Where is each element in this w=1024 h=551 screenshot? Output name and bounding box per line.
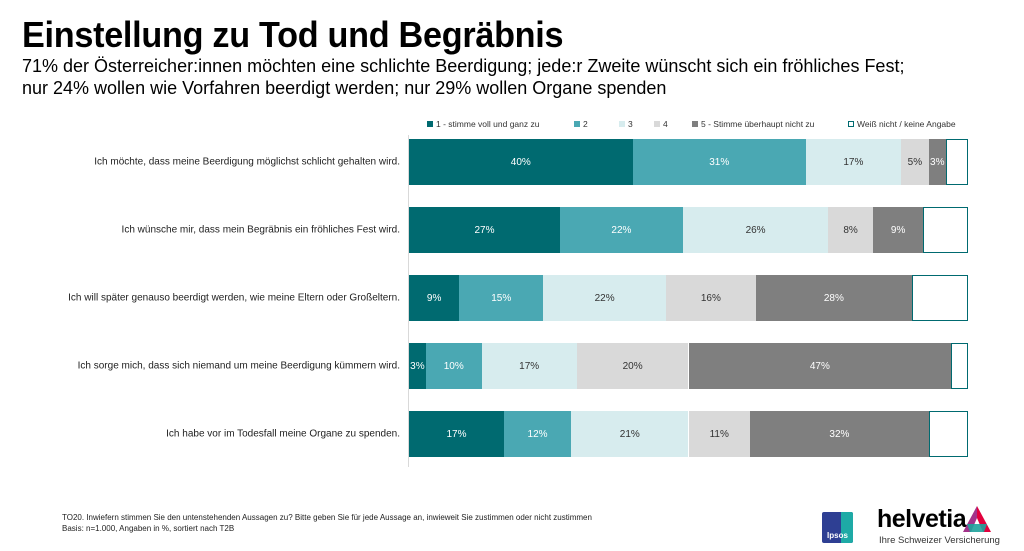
- bar-segment: 22%: [559, 207, 683, 253]
- helvetia-logo-mark: [963, 506, 991, 532]
- helvetia-tagline: Ihre Schweizer Versicherung: [879, 535, 1000, 546]
- legend-item: 3: [619, 119, 633, 129]
- legend-label: 5 - Stimme überhaupt nicht zu: [701, 119, 815, 129]
- bar-segment: 10%: [425, 343, 482, 389]
- legend-swatch: [848, 121, 854, 127]
- bar-segment: 21%: [571, 411, 689, 457]
- bar-segment: 12%: [504, 411, 572, 457]
- legend-swatch: [692, 121, 698, 127]
- footnote-question: TO20. Inwiefern stimmen Sie den untenste…: [62, 513, 592, 522]
- footnote: TO20. Inwiefern stimmen Sie den untenste…: [62, 512, 592, 534]
- category-label: Ich will später genauso beerdigt werden,…: [68, 292, 400, 304]
- bar-segment: 31%: [632, 139, 806, 185]
- category-label: Ich wünsche mir, dass mein Begräbnis ein…: [121, 224, 400, 236]
- bar-segment: 3%: [409, 343, 426, 389]
- category-label: Ich möchte, dass meine Beerdigung möglic…: [94, 156, 400, 168]
- chart-legend: 1 - stimme voll und ganz zu 2 3 4 5 - Stimme…: [409, 119, 968, 133]
- legend-swatch: [619, 121, 625, 127]
- bar-segment: 17%: [805, 139, 901, 185]
- legend-swatch: [654, 121, 660, 127]
- helvetia-logo-text: helvetia: [877, 505, 967, 533]
- bar-segment: 32%: [749, 411, 929, 457]
- bar-segment: 26%: [682, 207, 829, 253]
- bar-segment: 5%: [900, 139, 929, 185]
- bar-segment: 28%: [755, 275, 913, 321]
- bar-segment: [912, 275, 968, 321]
- legend-label: Weiß nicht / keine Angabe: [857, 119, 956, 129]
- legend-label: 2: [583, 119, 588, 129]
- legend-item: 2: [574, 119, 588, 129]
- bar-segment: 27%: [409, 207, 560, 253]
- bar-segment: 20%: [576, 343, 689, 389]
- legend-item: 5 - Stimme überhaupt nicht zu: [692, 119, 814, 129]
- ipsos-logo: Ipsos: [822, 512, 853, 543]
- bar-segment: 9%: [409, 275, 460, 321]
- bar-segment: 40%: [409, 139, 633, 185]
- footnote-basis: Basis: n=1.000, Angaben in %, sortiert n…: [62, 524, 235, 533]
- bar-segment: [951, 343, 968, 389]
- bar-segment: [923, 207, 968, 253]
- legend-label: 4: [663, 119, 668, 129]
- bar-segment: 15%: [459, 275, 544, 321]
- page-title: Einstellung zu Tod und Begräbnis: [22, 14, 564, 55]
- subtitle-line-1: 71% der Österreicher:innen möchten eine …: [22, 56, 905, 76]
- bar-segment: 8%: [828, 207, 873, 253]
- bar-segment: 17%: [481, 343, 577, 389]
- subtitle-line-2: nur 24% wollen wie Vorfahren beerdigt we…: [22, 78, 667, 98]
- bar-segment: 16%: [666, 275, 756, 321]
- legend-item: 4: [654, 119, 668, 129]
- category-label: Ich sorge mich, dass sich niemand um mei…: [77, 360, 400, 372]
- legend-label: 1 - stimme voll und ganz zu: [436, 119, 540, 129]
- legend-label: 3: [628, 119, 633, 129]
- y-axis-line: [408, 135, 409, 467]
- bar-segment: [945, 139, 968, 185]
- legend-item: Weiß nicht / keine Angabe: [848, 119, 956, 129]
- bar-segment: [928, 411, 968, 457]
- bar-segment: 47%: [688, 343, 952, 389]
- bar-segment: 22%: [543, 275, 667, 321]
- bar-segment: 17%: [409, 411, 505, 457]
- legend-swatch: [574, 121, 580, 127]
- legend-swatch: [427, 121, 433, 127]
- legend-item: 1 - stimme voll und ganz zu: [427, 119, 539, 129]
- bar-segment: 11%: [688, 411, 750, 457]
- bar-segment: 3%: [928, 139, 946, 185]
- category-label: Ich habe vor im Todesfall meine Organe z…: [166, 428, 400, 440]
- bar-segment: 9%: [872, 207, 924, 253]
